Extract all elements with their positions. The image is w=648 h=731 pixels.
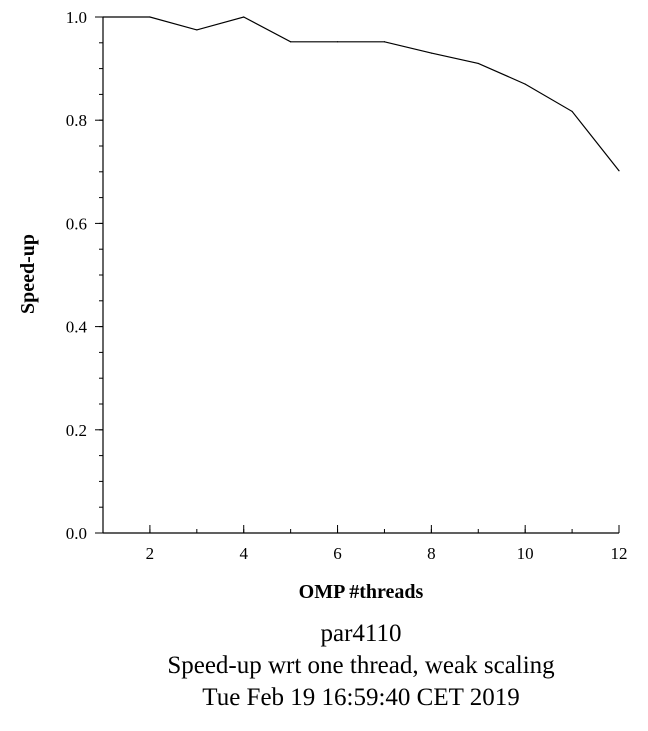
y-axis-title: Speed-up <box>17 234 39 314</box>
data-point <box>196 29 198 31</box>
y-tick-label: 0.8 <box>66 111 87 130</box>
x-tick-label: 10 <box>517 544 534 563</box>
axes <box>102 17 619 534</box>
data-point <box>149 16 151 18</box>
caption-description: Speed-up wrt one thread, weak scaling <box>167 652 555 679</box>
data-point <box>243 16 245 18</box>
x-tick-label: 2 <box>146 544 155 563</box>
data-point <box>571 110 573 113</box>
x-tick-label: 4 <box>239 544 248 563</box>
axis-ticks <box>95 16 620 534</box>
y-tick-label: 1.0 <box>66 8 87 27</box>
data-point <box>336 41 339 43</box>
data-point <box>290 41 292 43</box>
y-tick-label: 0.2 <box>66 421 87 440</box>
y-tick-label: 0.4 <box>66 318 88 337</box>
x-tick-label: 8 <box>427 544 436 563</box>
caption-host: par4110 <box>321 620 402 647</box>
data-point <box>524 83 526 85</box>
x-axis-title: OMP #threads <box>299 581 424 603</box>
series-group <box>102 16 620 172</box>
y-tick-label: 0.0 <box>66 524 87 543</box>
data-point <box>430 52 432 54</box>
y-tick-label: 0.6 <box>66 214 87 233</box>
x-tick-label: 12 <box>611 544 628 563</box>
series-line <box>103 16 620 172</box>
data-point <box>477 62 479 65</box>
data-point <box>383 41 386 43</box>
caption-timestamp: Tue Feb 19 16:59:40 CET 2019 <box>202 684 519 711</box>
x-tick-label: 6 <box>333 544 342 563</box>
data-point <box>102 16 104 18</box>
tick-labels: 2 4 6 8 10 12 0.0 0.2 0.4 0.6 0.8 1.0 <box>66 8 628 563</box>
data-point <box>618 170 620 172</box>
